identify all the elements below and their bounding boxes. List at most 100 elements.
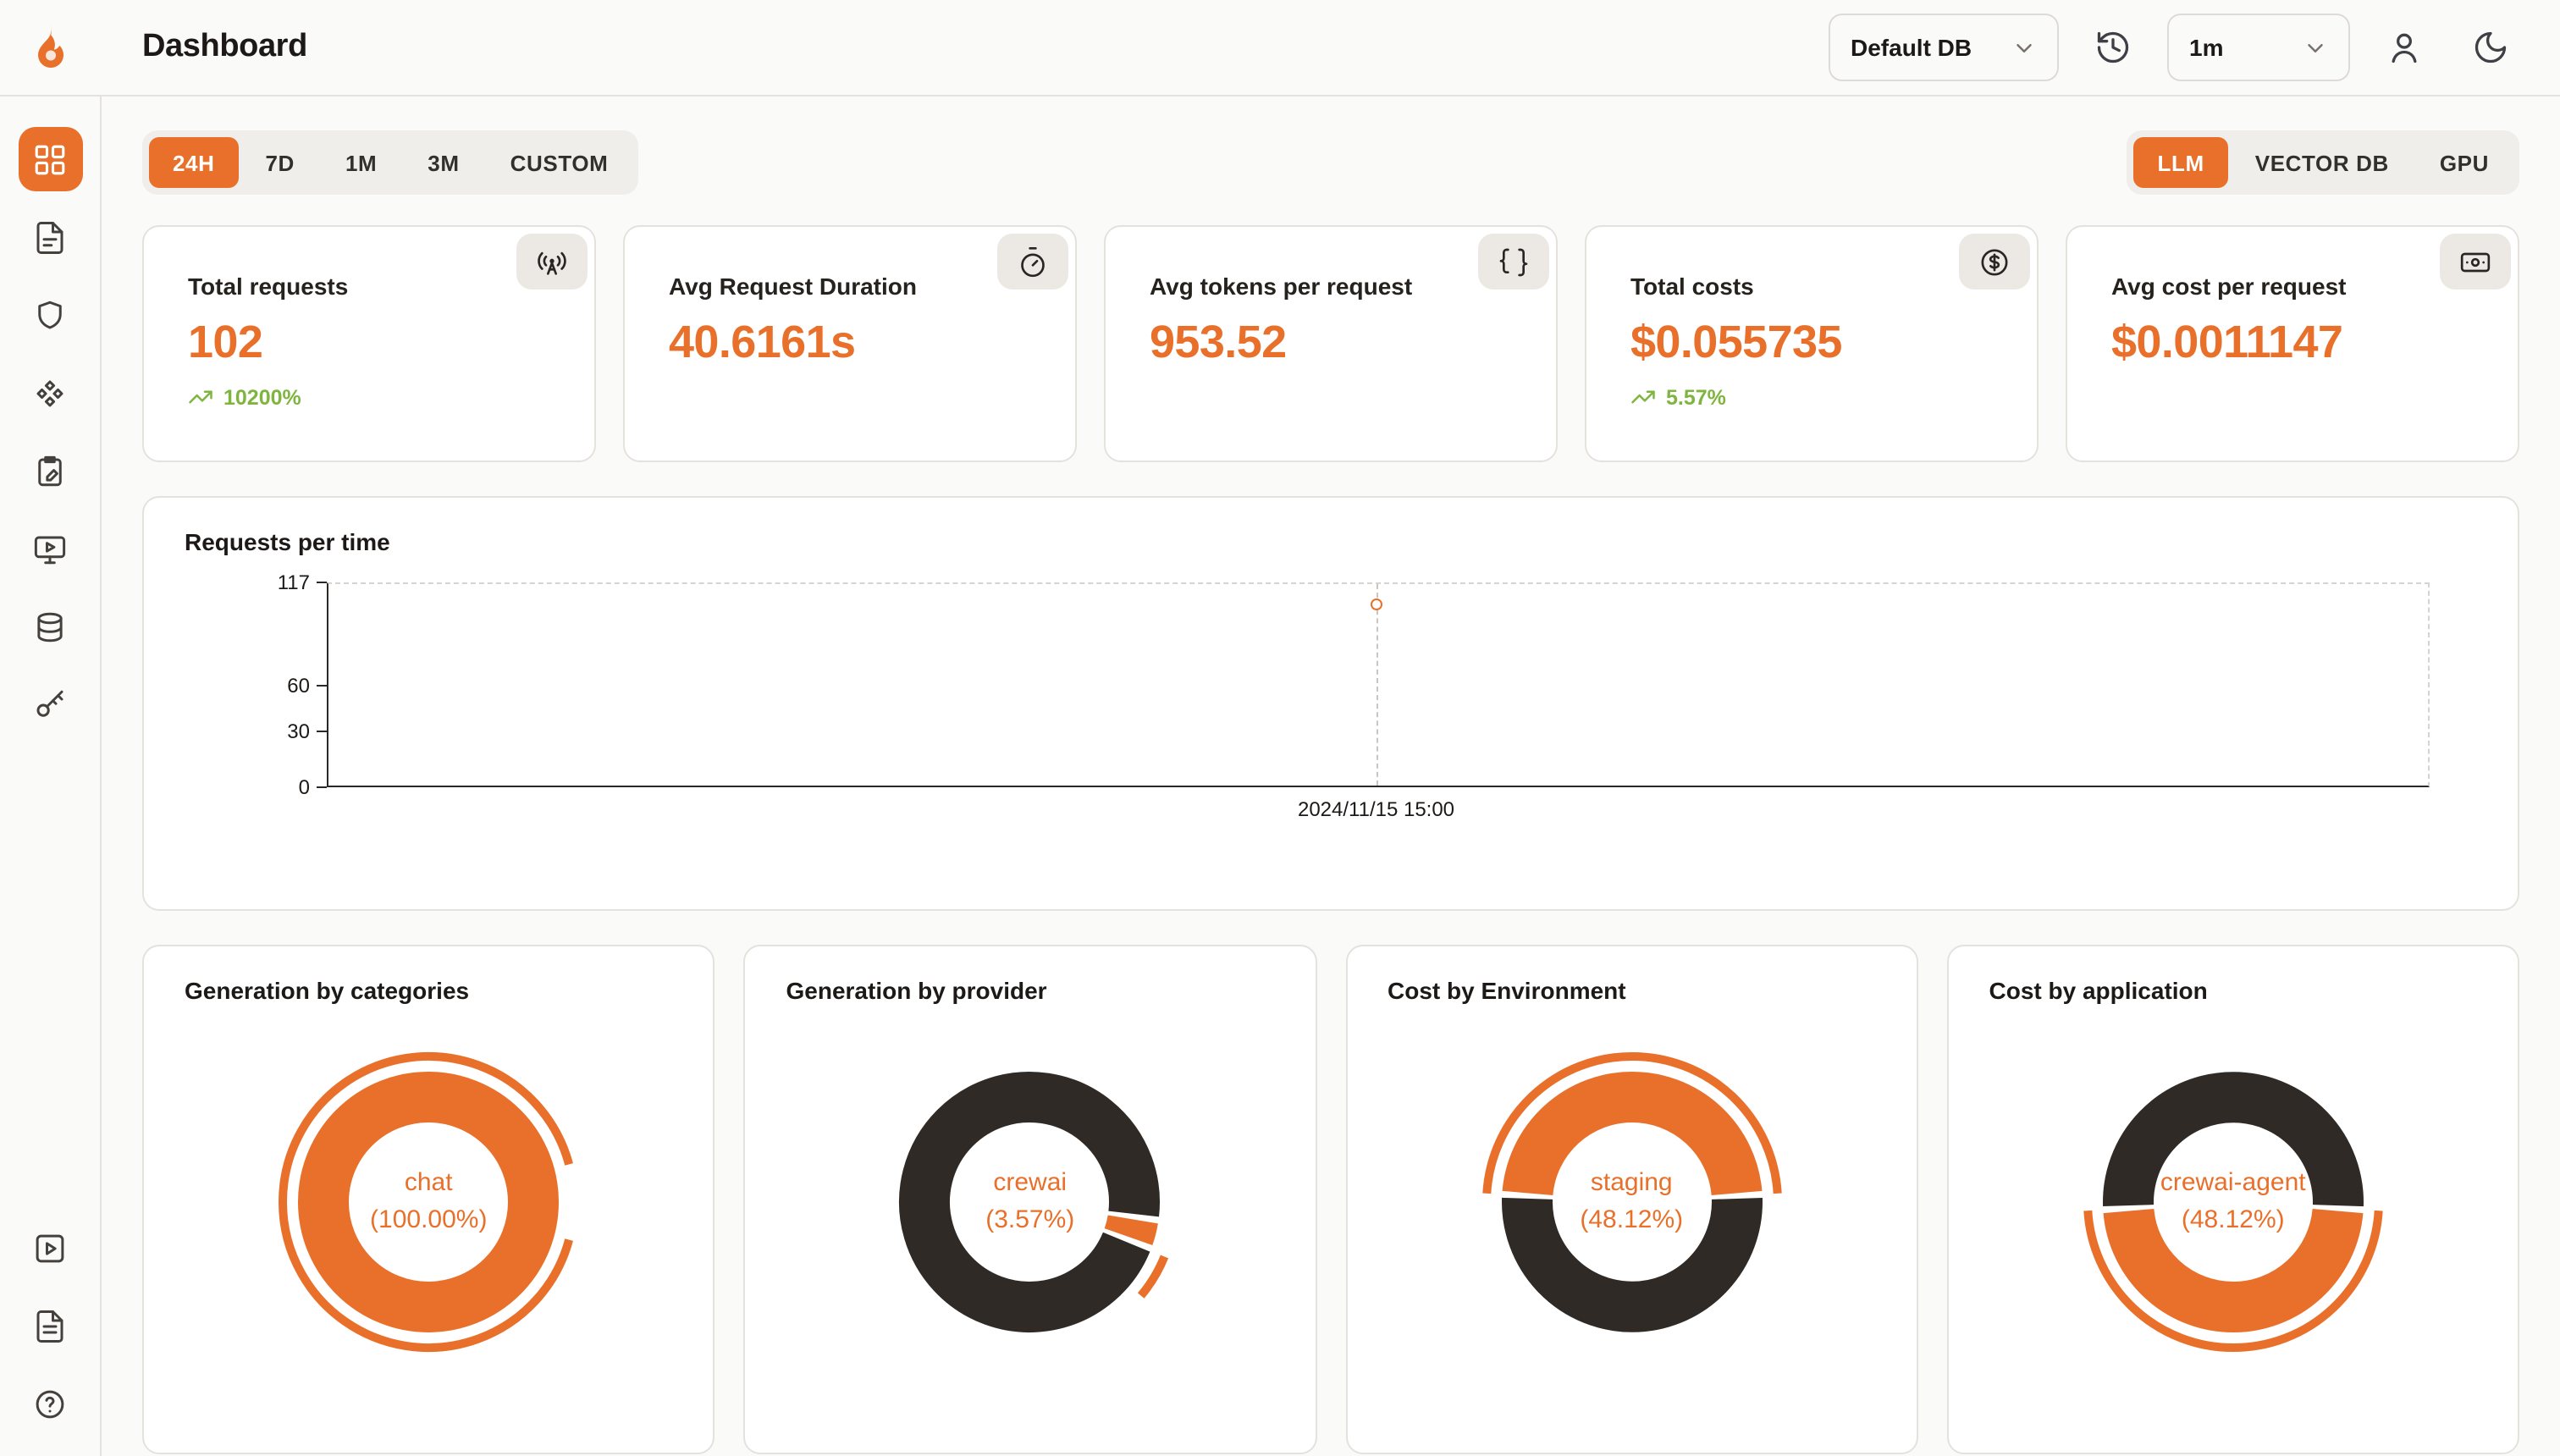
component-icon [36, 379, 63, 406]
timer-icon [997, 234, 1068, 290]
chart-plot-area [327, 582, 2430, 787]
source-tab-llm[interactable]: LLM [2133, 137, 2228, 188]
banknote-icon [2440, 234, 2511, 290]
donut-title: Generation by provider [786, 977, 1047, 1004]
file-text-icon [36, 1310, 63, 1342]
stat-title: Avg tokens per request [1150, 273, 1413, 300]
play-square-icon [36, 1233, 64, 1262]
header-actions: Default DB 1m [1829, 14, 2560, 81]
stat-card-total-requests: Total requests 102 10200% [142, 225, 596, 462]
page-title: Dashboard [142, 29, 307, 64]
sidebar-item-getting-started[interactable] [18, 1216, 82, 1280]
sidebar-item-openground[interactable] [18, 516, 82, 581]
grid-icon [35, 144, 65, 174]
stat-value: $0.0011147 [2111, 317, 2343, 367]
braces-icon [1478, 234, 1549, 290]
donut-svg [279, 1052, 574, 1352]
sidebar-item-help[interactable] [18, 1371, 82, 1436]
source-tab-gpu[interactable]: GPU [2416, 137, 2513, 188]
database-select-value: Default DB [1851, 34, 1972, 61]
donut-title: Cost by Environment [1388, 977, 1626, 1004]
filter-row: 24H 7D 1M 3M CUSTOM LLM VECTOR DB GPU [142, 130, 2519, 195]
donut-wrap: staging (48.12%) [1470, 1041, 1792, 1363]
stat-title: Avg cost per request [2111, 273, 2347, 300]
stat-card-avg-cost-per-request: Avg cost per request $0.0011147 [2066, 225, 2519, 462]
source-tab-vector-db[interactable]: VECTOR DB [2232, 137, 2413, 188]
time-range-tab-3m[interactable]: 3M [404, 137, 483, 188]
y-axis-tick-mark [317, 684, 327, 686]
donut-svg [2083, 1072, 2383, 1353]
clipboard-edit-icon [38, 455, 62, 486]
sidebar-item-api-keys[interactable] [18, 672, 82, 736]
file-icon [36, 221, 63, 253]
generation-by-provider-card: Generation by provider crewai (3.57%) [743, 945, 1316, 1454]
app-logo[interactable] [0, 22, 102, 73]
moon-icon [2474, 31, 2507, 63]
generation-by-provider-donut[interactable] [869, 1041, 1191, 1363]
monitor-play-icon [34, 535, 66, 564]
chevron-down-icon [2308, 43, 2323, 52]
stat-value: 102 [188, 317, 263, 367]
refresh-history-button[interactable] [2081, 15, 2145, 80]
generation-by-categories-donut[interactable] [268, 1041, 589, 1363]
chart-title: Requests per time [185, 528, 390, 555]
sidebar-item-vault[interactable] [18, 438, 82, 503]
stat-delta-value: 5.57% [1666, 385, 1726, 409]
y-axis-tick-label: 60 [287, 673, 310, 697]
sidebar-bottom-group [18, 1216, 82, 1456]
donut-wrap: chat (100.00%) [268, 1041, 589, 1363]
help-circle-icon [36, 1389, 64, 1418]
trending-up-icon [1631, 390, 1655, 404]
sidebar-item-prompt-hub[interactable] [18, 361, 82, 425]
sidebar-item-requests[interactable] [18, 205, 82, 269]
database-select[interactable]: Default DB [1829, 14, 2059, 81]
data-point-marker[interactable] [1370, 598, 1382, 610]
donut-grid: Generation by categories chat (100.00%) … [142, 945, 2519, 1454]
sidebar-item-exceptions[interactable] [18, 283, 82, 347]
x-axis-label: 2024/11/15 15:00 [1297, 797, 1455, 821]
source-tabs: LLM VECTOR DB GPU [2127, 130, 2519, 195]
time-range-tab-1m[interactable]: 1M [322, 137, 400, 188]
dollar-circle-icon [1959, 234, 2030, 290]
sidebar-item-databases[interactable] [18, 594, 82, 659]
time-range-tab-24h[interactable]: 24H [149, 137, 239, 188]
stat-title: Total requests [188, 273, 349, 300]
time-range-tab-custom[interactable]: CUSTOM [487, 137, 632, 188]
sidebar-item-documentation[interactable] [18, 1293, 82, 1358]
requests-chart-plot[interactable]: 2024/11/15 15:00 117 60 30 0 [278, 571, 2430, 821]
refresh-interval-select[interactable]: 1m [2167, 14, 2350, 81]
sidebar-item-dashboard[interactable] [18, 127, 82, 191]
history-icon [2097, 31, 2129, 63]
flame-logo-icon [38, 25, 63, 68]
cost-by-environment-donut[interactable] [1470, 1041, 1792, 1363]
y-axis-tick-mark [317, 786, 327, 788]
stat-title: Total costs [1630, 273, 1754, 300]
theme-toggle-button[interactable] [2458, 15, 2523, 80]
donut-title: Cost by application [1989, 977, 2208, 1004]
y-axis-tick-label: 30 [287, 720, 310, 744]
refresh-interval-value: 1m [2189, 34, 2224, 61]
y-axis-tick-label: 0 [298, 775, 310, 799]
donut-wrap: crewai (3.57%) [869, 1041, 1191, 1363]
y-axis-tick-mark [317, 582, 327, 583]
cost-by-application-donut[interactable] [2072, 1041, 2394, 1363]
stat-card-avg-request-duration: Avg Request Duration 40.6161s [623, 225, 1077, 462]
y-axis-tick-mark [317, 731, 327, 733]
chevron-down-icon [2017, 43, 2032, 52]
key-icon [36, 689, 63, 716]
y-axis-tick-label: 117 [277, 571, 310, 594]
donut-wrap: crewai-agent (48.12%) [2072, 1041, 2394, 1363]
stat-value: $0.055735 [1630, 317, 1842, 367]
stat-title: Avg Request Duration [669, 273, 917, 300]
header: Dashboard Default DB 1m [0, 0, 2560, 97]
trending-up-icon [189, 390, 212, 404]
database-icon [37, 611, 63, 642]
time-range-tab-7d[interactable]: 7D [242, 137, 318, 188]
cost-by-application-card: Cost by application crewai-agent (48.12%… [1946, 945, 2519, 1454]
stat-delta-value: 10200% [223, 385, 301, 409]
user-menu-button[interactable] [2372, 15, 2436, 80]
generation-by-categories-card: Generation by categories chat (100.00%) [142, 945, 715, 1454]
stat-value: 40.6161s [669, 317, 856, 367]
requests-per-time-card: Requests per time 2024/11/15 15:00 117 60… [142, 496, 2519, 911]
